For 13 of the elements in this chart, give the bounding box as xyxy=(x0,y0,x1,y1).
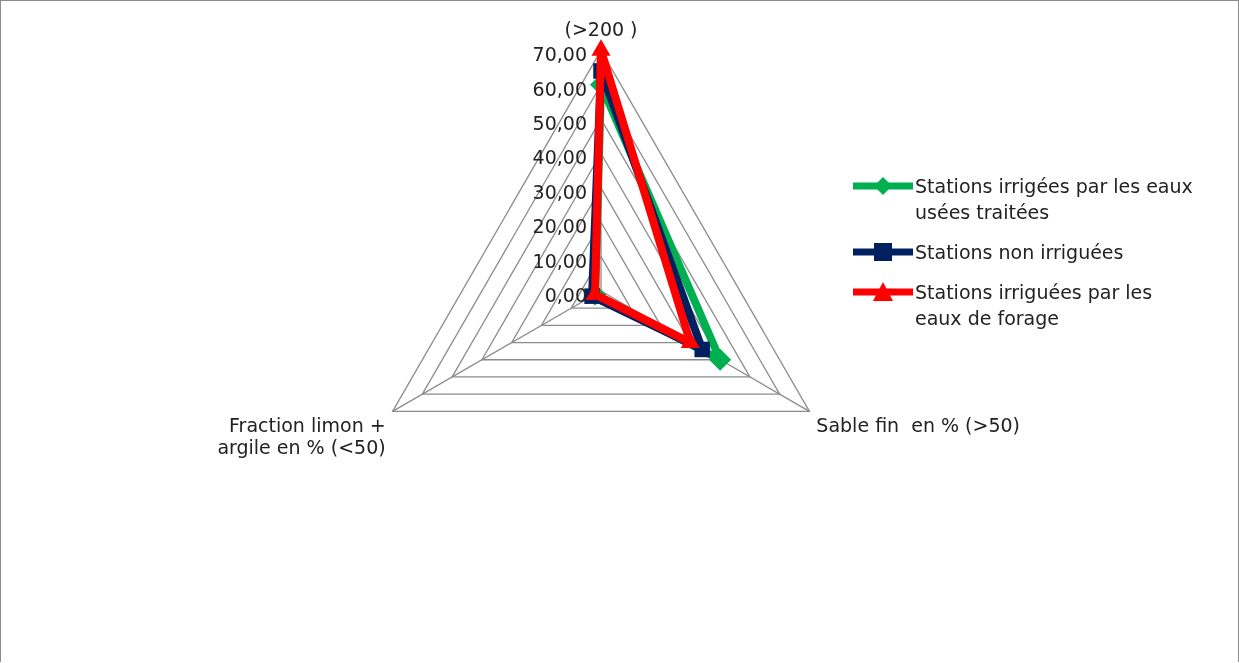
y-tick-label: 20,00 xyxy=(532,215,587,238)
y-tick-label: 50,00 xyxy=(532,112,587,135)
y-tick-label: 70,00 xyxy=(532,43,587,66)
y-tick-label: 60,00 xyxy=(532,77,587,100)
spoke-label: (>200 ) xyxy=(564,17,638,40)
spoke-label: Sable fin en % (>50) xyxy=(816,413,1021,436)
y-tick-label: 10,00 xyxy=(532,249,587,272)
legend-label: Stations irrigées par les eaux usées traitées xyxy=(915,174,1193,225)
y-tick-label: 40,00 xyxy=(532,146,587,169)
spoke-label: Fraction limon + argile en % (<50) xyxy=(217,413,386,459)
y-tick-label: 30,00 xyxy=(532,180,587,203)
legend-label: Stations irriguées par les eaux de forage xyxy=(915,280,1154,331)
legend-label: Stations non irriguées xyxy=(915,240,1124,265)
